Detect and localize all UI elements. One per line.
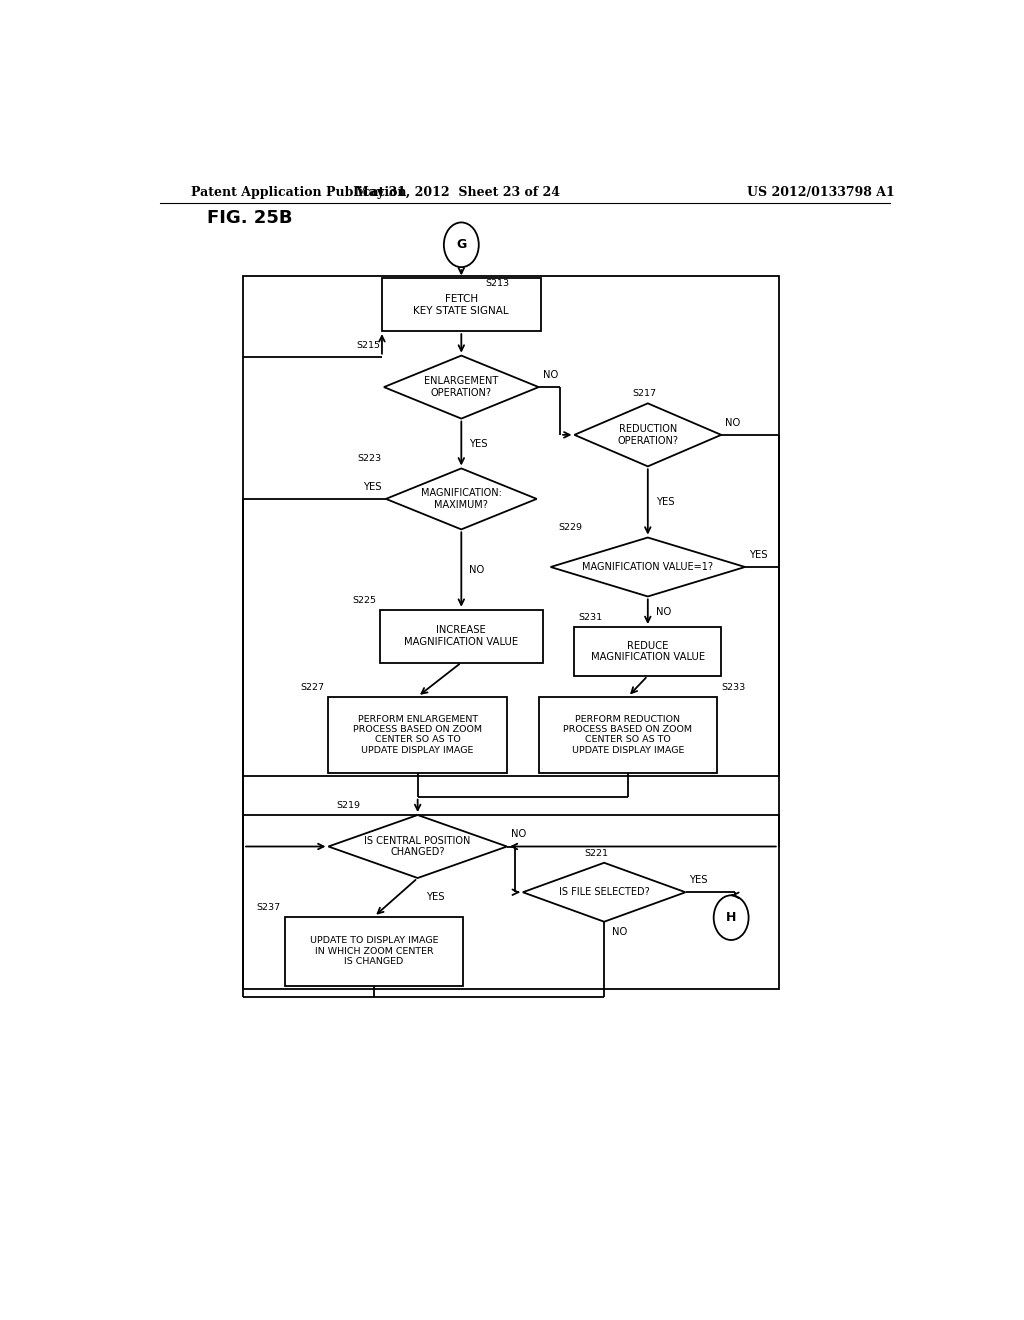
Text: NO: NO [725, 417, 740, 428]
Text: May 31, 2012  Sheet 23 of 24: May 31, 2012 Sheet 23 of 24 [355, 186, 560, 199]
FancyBboxPatch shape [574, 627, 721, 676]
Circle shape [443, 223, 479, 267]
Text: UPDATE TO DISPLAY IMAGE
IN WHICH ZOOM CENTER
IS CHANGED: UPDATE TO DISPLAY IMAGE IN WHICH ZOOM CE… [310, 936, 438, 966]
Text: YES: YES [689, 875, 708, 884]
FancyBboxPatch shape [329, 697, 507, 772]
Text: S231: S231 [579, 612, 602, 622]
Text: FETCH
KEY STATE SIGNAL: FETCH KEY STATE SIGNAL [414, 294, 509, 315]
Text: YES: YES [426, 892, 444, 903]
Text: MAGNIFICATION:
MAXIMUM?: MAGNIFICATION: MAXIMUM? [421, 488, 502, 510]
Text: S229: S229 [558, 524, 583, 532]
Text: PERFORM ENLARGEMENT
PROCESS BASED ON ZOOM
CENTER SO AS TO
UPDATE DISPLAY IMAGE: PERFORM ENLARGEMENT PROCESS BASED ON ZOO… [353, 714, 482, 755]
Text: Patent Application Publication: Patent Application Publication [191, 186, 407, 199]
Text: S221: S221 [585, 849, 608, 858]
Polygon shape [329, 814, 507, 878]
Text: NO: NO [469, 565, 484, 574]
Text: YES: YES [364, 482, 382, 491]
Text: IS FILE SELECTED?: IS FILE SELECTED? [559, 887, 649, 898]
Text: IS CENTRAL POSITION
CHANGED?: IS CENTRAL POSITION CHANGED? [365, 836, 471, 857]
Text: NO: NO [655, 607, 671, 616]
Text: YES: YES [469, 438, 487, 449]
Polygon shape [574, 404, 721, 466]
Text: S219: S219 [336, 801, 360, 810]
Polygon shape [523, 863, 685, 921]
Text: S227: S227 [300, 682, 325, 692]
FancyBboxPatch shape [380, 610, 543, 663]
Text: NO: NO [612, 927, 628, 937]
Polygon shape [384, 355, 539, 418]
Text: S233: S233 [721, 682, 745, 692]
Polygon shape [386, 469, 537, 529]
Text: NO: NO [543, 370, 558, 380]
Text: S213: S213 [485, 279, 509, 288]
Text: G: G [456, 239, 467, 251]
Text: H: H [726, 911, 736, 924]
Text: S215: S215 [356, 342, 380, 351]
Text: YES: YES [655, 496, 674, 507]
Text: S223: S223 [357, 454, 382, 463]
Text: INCREASE
MAGNIFICATION VALUE: INCREASE MAGNIFICATION VALUE [404, 626, 518, 647]
FancyBboxPatch shape [539, 697, 717, 772]
Text: PERFORM REDUCTION
PROCESS BASED ON ZOOM
CENTER SO AS TO
UPDATE DISPLAY IMAGE: PERFORM REDUCTION PROCESS BASED ON ZOOM … [563, 714, 692, 755]
FancyBboxPatch shape [285, 916, 463, 986]
Text: REDUCE
MAGNIFICATION VALUE: REDUCE MAGNIFICATION VALUE [591, 640, 705, 663]
Text: MAGNIFICATION VALUE=1?: MAGNIFICATION VALUE=1? [583, 562, 714, 572]
Text: US 2012/0133798 A1: US 2012/0133798 A1 [748, 186, 895, 199]
Text: S237: S237 [257, 903, 281, 912]
Text: S217: S217 [632, 389, 656, 399]
Polygon shape [551, 537, 745, 597]
Text: YES: YES [749, 550, 768, 560]
Circle shape [714, 895, 749, 940]
Text: NO: NO [511, 829, 526, 840]
FancyBboxPatch shape [382, 279, 541, 331]
Text: FIG. 25B: FIG. 25B [207, 210, 293, 227]
Text: S225: S225 [352, 595, 376, 605]
Text: ENLARGEMENT
OPERATION?: ENLARGEMENT OPERATION? [424, 376, 499, 397]
Text: REDUCTION
OPERATION?: REDUCTION OPERATION? [617, 424, 678, 446]
